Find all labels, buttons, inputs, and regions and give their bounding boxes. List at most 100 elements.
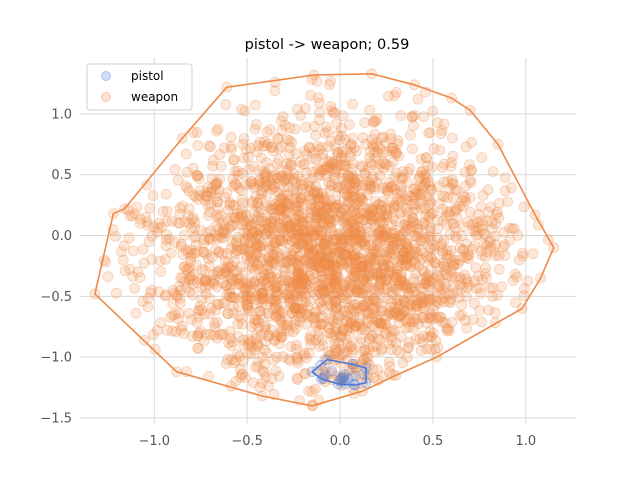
weapon-point <box>493 250 505 262</box>
weapon-point <box>269 228 281 240</box>
weapon-point <box>279 226 291 238</box>
weapon-point <box>242 282 254 293</box>
weapon-point <box>179 261 191 273</box>
weapon-point <box>319 127 331 139</box>
weapon-point <box>473 209 484 220</box>
weapon-point <box>436 190 448 202</box>
weapon-point <box>243 246 255 258</box>
weapon-point <box>261 190 273 202</box>
weapon-point <box>272 194 284 206</box>
weapon-point <box>272 172 284 184</box>
weapon-point <box>383 161 395 172</box>
weapon-point <box>301 308 313 320</box>
weapon-point <box>233 213 245 225</box>
weapon-point <box>388 239 400 251</box>
weapon-point <box>312 224 324 236</box>
weapon-point <box>225 292 237 303</box>
weapon-point <box>314 211 326 223</box>
weapon-point <box>256 186 268 198</box>
weapon-point <box>423 290 435 302</box>
weapon-point <box>424 276 436 287</box>
weapon-point <box>227 219 239 231</box>
weapon-point <box>350 265 362 277</box>
weapon-point <box>346 186 358 198</box>
weapon-point <box>213 265 225 277</box>
weapon-point <box>378 210 390 222</box>
weapon-point <box>224 262 236 274</box>
weapon-point <box>257 177 269 188</box>
weapon-point <box>269 295 281 307</box>
weapon-point <box>366 173 378 185</box>
weapon-point <box>266 295 278 307</box>
weapon-point <box>278 306 289 318</box>
weapon-point <box>314 241 326 253</box>
weapon-point <box>242 338 254 350</box>
weapon-point <box>419 232 431 244</box>
weapon-point <box>321 284 333 296</box>
weapon-point <box>364 258 375 270</box>
weapon-point <box>205 187 217 199</box>
weapon-point <box>295 290 307 302</box>
weapon-point <box>276 204 288 216</box>
weapon-point <box>408 323 420 335</box>
weapon-point <box>157 206 169 217</box>
weapon-point <box>316 166 328 177</box>
weapon-point <box>489 250 501 261</box>
weapon-point <box>380 137 392 149</box>
weapon-point <box>308 256 320 268</box>
weapon-point <box>239 282 251 294</box>
weapon-point <box>382 293 394 305</box>
weapon-point <box>325 156 337 168</box>
weapon-point <box>432 181 444 193</box>
weapon-point <box>215 232 227 244</box>
weapon-point <box>286 277 298 289</box>
weapon-point <box>385 264 397 276</box>
weapon-point <box>271 298 283 310</box>
weapon-point <box>143 236 155 248</box>
weapon-point <box>134 213 146 225</box>
weapon-point <box>241 250 253 262</box>
weapon-point <box>435 294 447 306</box>
weapon-point <box>274 164 286 176</box>
weapon-point <box>406 283 417 295</box>
weapon-point <box>476 152 488 163</box>
weapon-point <box>385 301 397 313</box>
weapon-point <box>186 331 198 342</box>
weapon-point <box>430 311 442 323</box>
weapon-point <box>217 297 229 309</box>
weapon-point <box>436 316 448 328</box>
weapon-point <box>335 181 347 193</box>
weapon-point <box>224 326 236 338</box>
weapon-point <box>290 303 302 315</box>
weapon-point <box>270 365 282 377</box>
weapon-point <box>335 206 347 218</box>
weapon-point <box>362 175 374 187</box>
weapon-point <box>352 221 364 233</box>
weapon-point <box>381 253 393 265</box>
weapon-point <box>330 303 342 315</box>
weapon-point <box>309 383 321 395</box>
weapon-point <box>429 343 441 355</box>
weapon-point <box>397 166 409 177</box>
weapon-point <box>272 329 284 341</box>
weapon-point <box>342 219 354 230</box>
weapon-point <box>253 175 265 187</box>
weapon-point <box>340 248 352 260</box>
weapon-point <box>344 238 356 250</box>
weapon-point <box>385 344 397 356</box>
weapon-point <box>437 203 449 215</box>
weapon-point <box>392 138 403 150</box>
weapon-point <box>382 259 394 271</box>
weapon-point <box>419 178 431 190</box>
weapon-point <box>277 193 289 205</box>
weapon-point <box>306 199 318 211</box>
weapon-point <box>228 265 240 277</box>
weapon-point <box>381 279 393 291</box>
weapon-point <box>292 258 304 270</box>
weapon-point <box>316 213 328 225</box>
weapon-point <box>196 264 208 275</box>
weapon-point <box>341 200 352 212</box>
weapon-point <box>388 307 400 319</box>
weapon-point <box>345 256 357 268</box>
